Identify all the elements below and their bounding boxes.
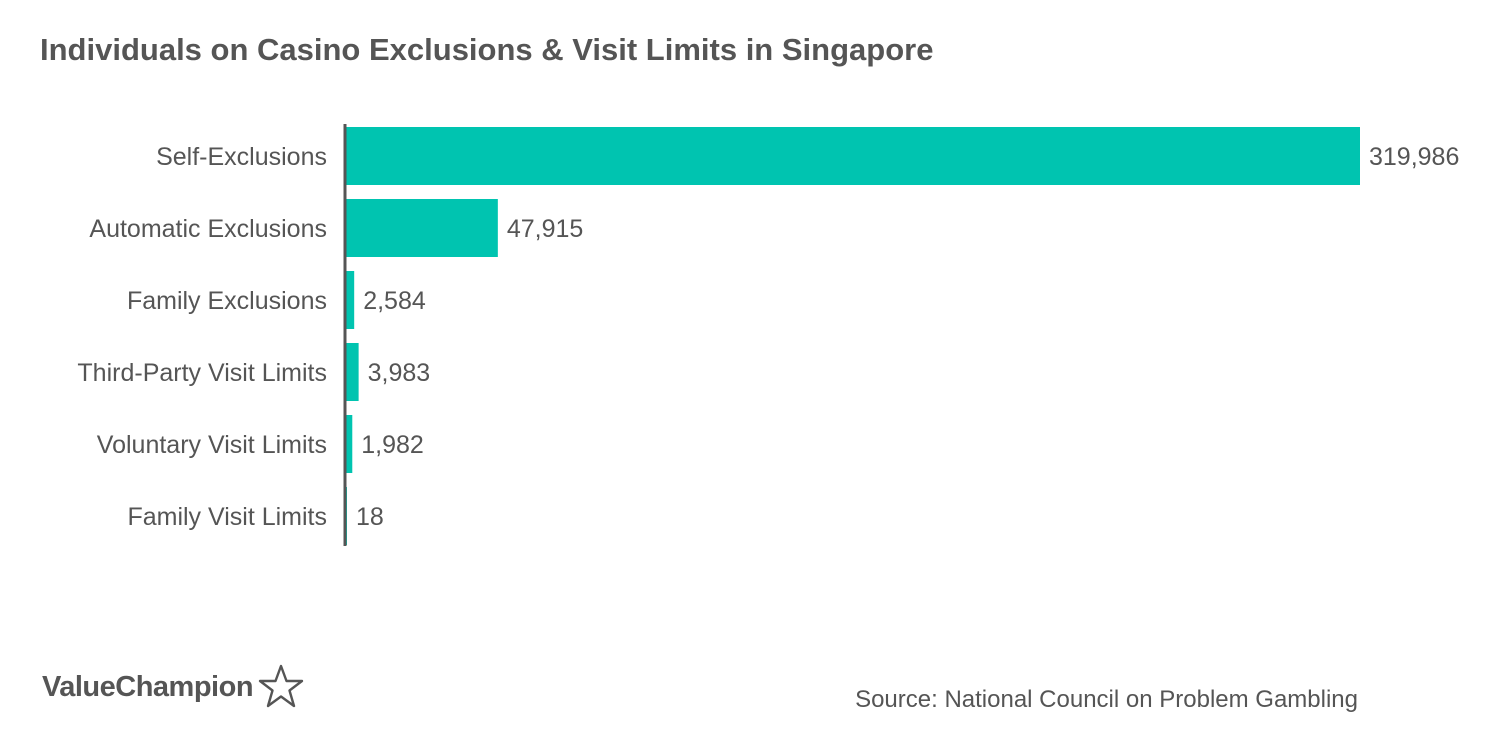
value-label-family-visit-limits: 18 bbox=[356, 503, 384, 531]
category-label-family-exclusions: Family Exclusions bbox=[127, 287, 327, 315]
bar-third-party-visit-limits bbox=[346, 343, 359, 401]
value-champion-logo: ValueChampion bbox=[42, 662, 305, 712]
source-note: Source: National Council on Problem Gamb… bbox=[855, 686, 1358, 713]
chart-title: Individuals on Casino Exclusions & Visit… bbox=[40, 32, 934, 67]
bar-automatic-exclusions bbox=[346, 199, 498, 257]
value-label-automatic-exclusions: 47,915 bbox=[507, 215, 583, 243]
star-outline-icon bbox=[258, 664, 304, 708]
category-label-automatic-exclusions: Automatic Exclusions bbox=[89, 215, 327, 243]
value-label-family-exclusions: 2,584 bbox=[363, 287, 426, 315]
category-label-voluntary-visit-limits: Voluntary Visit Limits bbox=[97, 431, 327, 459]
category-label-self-exclusions: Self-Exclusions bbox=[156, 143, 327, 171]
bar-family-exclusions bbox=[346, 271, 355, 329]
value-label-self-exclusions: 319,986 bbox=[1369, 143, 1459, 171]
bars-layer: Self-Exclusions 319,986 Automatic Exclusio… bbox=[77, 127, 1459, 545]
value-label-voluntary-visit-limits: 1,982 bbox=[361, 431, 424, 459]
bar-self-exclusions bbox=[346, 127, 1360, 185]
category-label-third-party-visit-limits: Third-Party Visit Limits bbox=[77, 359, 327, 387]
logo-text: ValueChampion bbox=[42, 670, 254, 703]
category-label-family-visit-limits: Family Visit Limits bbox=[127, 503, 327, 531]
bar-voluntary-visit-limits bbox=[346, 415, 353, 473]
value-label-third-party-visit-limits: 3,983 bbox=[368, 359, 431, 387]
